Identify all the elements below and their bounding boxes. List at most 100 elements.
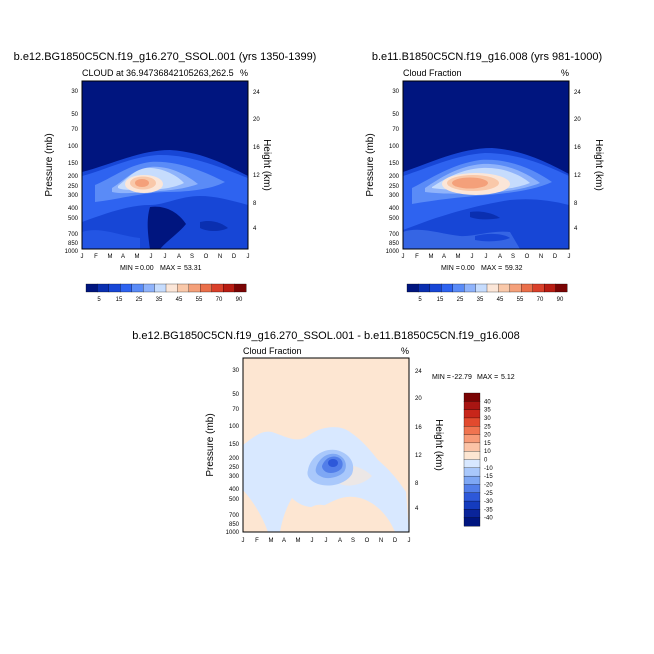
svg-text:500: 500 [68, 216, 79, 222]
colorbar-swatch [463, 401, 481, 411]
colorbar-swatch [463, 492, 481, 502]
colorbar-swatch [463, 500, 481, 510]
panel-subtitle-right: % [401, 346, 409, 356]
svg-text:4: 4 [253, 226, 257, 232]
panel-subtitle-right: % [240, 68, 248, 78]
plot-frame [81, 80, 249, 250]
y-axis-label-left: Pressure (mb) [365, 133, 376, 196]
colorbar-swatch [463, 392, 481, 402]
colorbar-swatch [509, 283, 522, 293]
svg-text:M: M [429, 254, 434, 260]
panel-subtitle-left: CLOUD at 36.94736842105263,262.5 [82, 68, 234, 78]
panel-title: b.e11.B1850C5CN.f19_g16.008 (yrs 981-100… [372, 51, 602, 63]
colorbar-swatch [463, 283, 477, 293]
svg-text:MIN =: MIN = [120, 265, 139, 272]
colorbar-swatch [177, 283, 190, 293]
svg-text:A: A [498, 254, 502, 260]
svg-text:D: D [553, 254, 558, 260]
svg-text:12: 12 [574, 173, 581, 179]
contour-field [403, 81, 569, 249]
svg-text:F: F [94, 254, 98, 260]
svg-text:200: 200 [229, 456, 240, 462]
svg-text:150: 150 [229, 442, 240, 448]
panel-subtitle-right: % [561, 68, 569, 78]
colorbar-tick-label: 5 [418, 297, 422, 303]
colorbar-tick-label: 55 [517, 297, 524, 303]
x-axis-months: J F M A M J J A S O N D J [242, 538, 411, 544]
svg-text:8: 8 [415, 481, 419, 487]
svg-text:1000: 1000 [386, 249, 400, 255]
svg-text:500: 500 [229, 497, 240, 503]
colorbar-swatch [120, 283, 133, 293]
svg-text:100: 100 [229, 424, 240, 430]
svg-text:1000: 1000 [226, 530, 240, 536]
svg-text:53.31: 53.31 [184, 265, 202, 272]
svg-text:16: 16 [574, 145, 581, 151]
svg-text:M: M [108, 254, 113, 260]
colorbar-tick-label: 70 [216, 297, 223, 303]
contour-field [243, 358, 409, 532]
colorbar-tick-label: 0 [484, 458, 488, 464]
svg-text:250: 250 [68, 184, 79, 190]
colorbar-tick-label: 25 [136, 297, 143, 303]
colorbar-swatch [463, 459, 481, 469]
colorbar-swatch [463, 426, 481, 436]
svg-text:D: D [232, 254, 237, 260]
colorbar-tick-label: 40 [484, 399, 491, 405]
colorbar-swatch [131, 283, 144, 293]
colorbar-swatch [97, 283, 110, 293]
svg-text:M: M [269, 538, 274, 544]
colorbar: 5 15 25 35 45 55 70 90 [85, 283, 247, 303]
colorbar-tick-label: 70 [537, 297, 544, 303]
svg-text:700: 700 [389, 232, 400, 238]
colorbar-swatch [463, 434, 481, 444]
svg-text:700: 700 [68, 232, 79, 238]
svg-text:500: 500 [389, 216, 400, 222]
svg-text:A: A [282, 538, 286, 544]
colorbar: 5 15 25 35 45 55 70 90 [406, 283, 568, 303]
svg-text:J: J [471, 254, 474, 260]
svg-text:24: 24 [253, 90, 260, 96]
svg-text:N: N [218, 254, 222, 260]
svg-text:A: A [177, 254, 181, 260]
svg-text:S: S [190, 254, 194, 260]
svg-text:20: 20 [415, 396, 422, 402]
svg-text:700: 700 [229, 513, 240, 519]
colorbar-tick-label: -35 [484, 507, 493, 513]
colorbar-swatch [486, 283, 499, 293]
svg-text:4: 4 [574, 226, 578, 232]
contour-field [82, 81, 248, 249]
svg-text:150: 150 [68, 161, 79, 167]
svg-text:30: 30 [392, 89, 399, 95]
svg-text:850: 850 [229, 522, 240, 528]
colorbar-swatch [142, 283, 156, 293]
colorbar-tick-label: 10 [484, 449, 491, 455]
svg-text:300: 300 [389, 193, 400, 199]
svg-text:J: J [164, 254, 167, 260]
svg-text:MAX =: MAX = [481, 265, 502, 272]
colorbar-swatch [532, 283, 545, 293]
svg-text:24: 24 [574, 90, 581, 96]
colorbar-swatch [463, 517, 481, 527]
svg-text:400: 400 [229, 487, 240, 493]
svg-text:150: 150 [389, 161, 400, 167]
svg-text:O: O [204, 254, 209, 260]
colorbar-swatch [463, 475, 481, 485]
svg-text:30: 30 [232, 368, 239, 374]
svg-text:0.00: 0.00 [461, 265, 475, 272]
colorbar-swatch [406, 283, 419, 293]
colorbar-swatch [154, 283, 167, 293]
y-axis-label-left: Pressure (mb) [205, 413, 216, 476]
svg-text:F: F [415, 254, 419, 260]
svg-text:850: 850 [389, 241, 400, 247]
colorbar-swatch [188, 283, 201, 293]
svg-text:J: J [247, 254, 250, 260]
svg-text:MAX =: MAX = [477, 374, 498, 381]
svg-text:J: J [402, 254, 405, 260]
svg-text:850: 850 [68, 241, 79, 247]
svg-text:4: 4 [415, 506, 419, 512]
colorbar-swatch [429, 283, 442, 293]
svg-text:12: 12 [415, 453, 422, 459]
colorbar-tick-label: 45 [176, 297, 183, 303]
